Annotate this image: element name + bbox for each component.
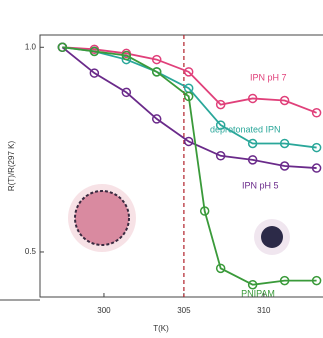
series-label: PNIPAM (241, 288, 275, 298)
series-line (61, 46, 317, 169)
nanoparticle-collapsed (254, 219, 290, 255)
data-point (311, 142, 322, 153)
data-point (247, 279, 258, 290)
x-tick-label: 310 (257, 306, 271, 315)
data-point (151, 67, 162, 77)
data-point (279, 95, 290, 106)
data-point (121, 50, 132, 61)
data-point (247, 93, 258, 104)
x-tick-label: 305 (177, 306, 191, 315)
data-point (183, 136, 194, 147)
data-point (311, 108, 322, 118)
series-line (62, 46, 317, 114)
data-point (151, 114, 162, 124)
series-label: deprotonated IPN (210, 124, 281, 134)
series-line (62, 46, 317, 286)
x-axis-label: T(K) (153, 324, 169, 333)
data-point (215, 151, 226, 161)
data-point (215, 120, 226, 130)
y-axis-label: R(T)/R(297 K) (7, 141, 16, 192)
data-point (247, 155, 258, 165)
series-line (62, 46, 317, 149)
data-point (121, 87, 132, 98)
data-point (199, 206, 210, 216)
data-point (311, 163, 322, 173)
data-point (183, 67, 194, 77)
x-tick-label: 300 (97, 306, 111, 315)
data-point (89, 68, 100, 78)
data-point (311, 275, 322, 286)
data-point (215, 263, 226, 274)
data-point (89, 46, 100, 57)
series-label: IPN pH 5 (242, 180, 279, 190)
data-point (279, 275, 290, 286)
data-point (183, 91, 194, 102)
nanoparticle-swollen (68, 184, 136, 252)
data-point (215, 99, 226, 110)
plot-frame (39, 34, 323, 298)
series-label: IPN pH 7 (250, 72, 287, 82)
y-tick-label: 1.0 (25, 42, 37, 51)
data-point (151, 54, 162, 65)
data-point (57, 42, 68, 53)
data-point (279, 138, 290, 149)
data-point (279, 161, 290, 171)
y-tick-label: 0.5 (25, 247, 37, 256)
data-point (247, 138, 258, 149)
